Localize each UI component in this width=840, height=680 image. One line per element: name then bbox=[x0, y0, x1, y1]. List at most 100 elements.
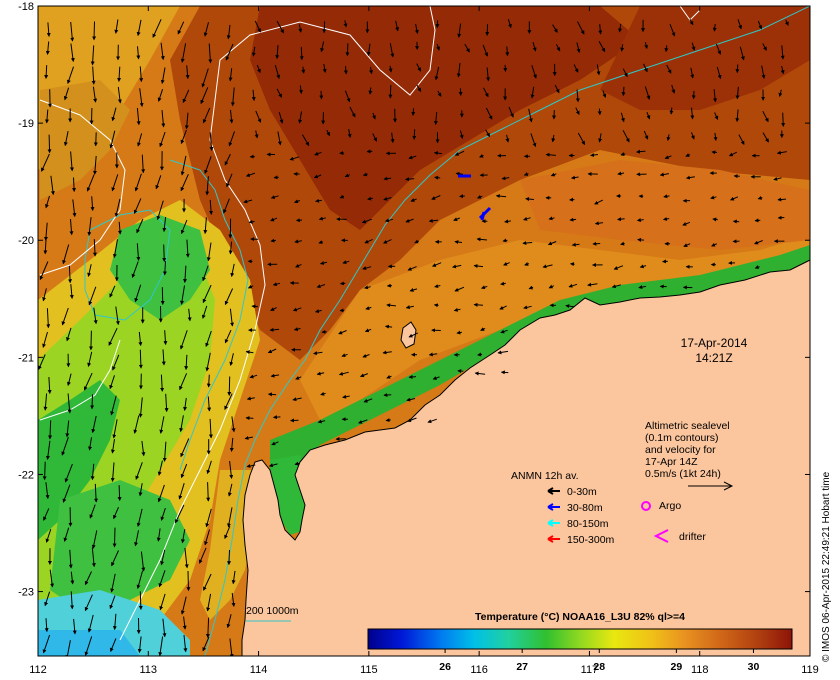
velocity-arrow bbox=[505, 46, 510, 57]
velocity-arrow bbox=[83, 372, 93, 391]
velocity-arrow bbox=[112, 354, 120, 371]
velocity-arrow bbox=[202, 265, 209, 282]
velocity-arrow bbox=[61, 436, 69, 456]
velocity-arrow bbox=[244, 435, 254, 440]
velocity-arrow bbox=[187, 308, 192, 322]
velocity-arrow bbox=[342, 394, 350, 399]
velocity-arrow bbox=[201, 305, 208, 319]
velocity-arrow bbox=[136, 243, 141, 261]
velocity-arrow bbox=[761, 65, 766, 79]
velocity-arrow bbox=[184, 354, 189, 371]
velocity-arrow bbox=[45, 195, 50, 209]
velocity-arrow bbox=[174, 504, 185, 524]
velocity-arrow bbox=[365, 306, 372, 310]
y-tick-label: -20 bbox=[18, 235, 34, 247]
velocity-arrow bbox=[345, 43, 350, 57]
velocity-arrow bbox=[88, 437, 92, 451]
velocity-arrow bbox=[180, 155, 187, 176]
velocity-arrow bbox=[294, 239, 302, 244]
velocity-arrow bbox=[160, 549, 166, 566]
scale-arrow-head bbox=[723, 481, 734, 491]
velocity-arrow bbox=[45, 482, 50, 500]
velocity-arrow bbox=[298, 111, 303, 124]
velocity-arrow bbox=[162, 441, 167, 462]
velocity-arrow bbox=[318, 216, 326, 221]
velocity-arrow bbox=[229, 109, 234, 124]
velocity-arrow bbox=[455, 171, 463, 176]
velocity-arrow bbox=[94, 483, 99, 503]
y-tick-label: -18 bbox=[18, 1, 34, 13]
velocity-arrow bbox=[685, 175, 695, 180]
velocity-arrow bbox=[204, 529, 210, 546]
velocity-arrow bbox=[270, 195, 279, 199]
velocity-arrow bbox=[637, 237, 645, 242]
velocity-arrow bbox=[49, 569, 55, 588]
velocity-arrow bbox=[689, 18, 694, 26]
velocity-arrow bbox=[433, 112, 438, 126]
velocity-arrow bbox=[459, 194, 465, 199]
velocity-arrow bbox=[137, 636, 142, 654]
velocity-arrow bbox=[229, 461, 234, 479]
velocity-arrow bbox=[84, 636, 93, 656]
velocity-arrow bbox=[117, 221, 122, 235]
velocity-arrow bbox=[42, 634, 51, 654]
velocity-arrow bbox=[405, 218, 414, 223]
velocity-arrow bbox=[497, 350, 509, 355]
velocity-arrow bbox=[295, 218, 303, 223]
velocity-arrow bbox=[91, 415, 97, 434]
velocity-arrow bbox=[162, 216, 167, 233]
velocity-arrow bbox=[87, 217, 92, 237]
velocity-arrow bbox=[737, 19, 743, 30]
velocity-arrow bbox=[383, 196, 392, 201]
velocity-arrow bbox=[208, 43, 213, 64]
velocity-arrow bbox=[139, 66, 144, 83]
velocity-arrow bbox=[68, 549, 73, 569]
velocity-arrow bbox=[617, 217, 625, 222]
velocity-arrow bbox=[109, 375, 115, 390]
velocity-arrow bbox=[202, 107, 211, 124]
velocity-arrow bbox=[338, 330, 347, 335]
velocity-arrow bbox=[385, 418, 391, 423]
x-tick-label: 112 bbox=[29, 664, 47, 676]
velocity-arrow bbox=[781, 112, 786, 127]
velocity-arrow bbox=[139, 88, 144, 108]
velocity-arrow bbox=[245, 172, 256, 177]
velocity-arrow bbox=[91, 547, 96, 568]
argo-icon bbox=[641, 501, 651, 511]
velocity-arrow bbox=[50, 175, 55, 196]
velocity-arrow bbox=[109, 595, 116, 610]
velocity-arrow bbox=[270, 373, 280, 378]
velocity-arrow bbox=[44, 65, 49, 80]
velocity-arrow bbox=[414, 239, 420, 244]
velocity-arrow bbox=[46, 308, 51, 329]
velocity-arrow bbox=[138, 483, 143, 497]
velocity-arrow bbox=[762, 43, 767, 51]
velocity-arrow bbox=[114, 19, 119, 34]
velocity-arrow bbox=[224, 393, 233, 411]
velocity-arrow bbox=[91, 66, 96, 85]
velocity-arrow bbox=[735, 64, 740, 74]
velocity-arrow bbox=[480, 327, 486, 331]
velocity-arrow bbox=[160, 67, 166, 85]
velocity-arrow bbox=[206, 242, 212, 262]
velocity-arrow bbox=[671, 84, 676, 94]
velocity-arrow bbox=[369, 66, 374, 75]
velocity-arrow bbox=[476, 194, 483, 199]
velocity-arrow bbox=[275, 45, 280, 60]
velocity-arrow bbox=[43, 222, 48, 241]
velocity-arrow bbox=[367, 196, 374, 201]
velocity-arrow bbox=[739, 46, 745, 61]
velocity-arrow bbox=[486, 67, 491, 82]
velocity-arrow bbox=[454, 286, 465, 292]
velocity-arrow bbox=[384, 324, 393, 329]
velocity-arrow bbox=[528, 285, 534, 290]
velocity-arrow bbox=[554, 84, 560, 94]
velocity-arrow bbox=[273, 175, 279, 180]
velocity-arrow bbox=[691, 42, 696, 51]
y-tick-label: -19 bbox=[18, 118, 34, 130]
velocity-arrow bbox=[93, 132, 98, 147]
velocity-arrow bbox=[227, 507, 233, 528]
velocity-arrow bbox=[314, 151, 322, 156]
altimetry-line: Altimetric sealevel bbox=[645, 420, 730, 432]
velocity-arrow bbox=[183, 634, 188, 653]
